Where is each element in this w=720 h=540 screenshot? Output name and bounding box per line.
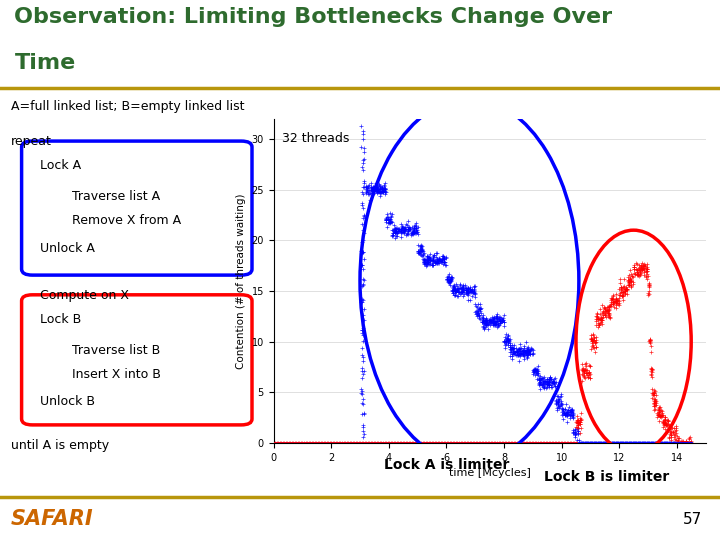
FancyBboxPatch shape (22, 141, 252, 275)
Text: Traverse list A: Traverse list A (40, 191, 160, 204)
X-axis label: time [Mcycles]: time [Mcycles] (449, 468, 531, 478)
Text: Time: Time (14, 53, 76, 73)
Text: repeat: repeat (11, 135, 52, 148)
Text: Traverse list B: Traverse list B (40, 344, 160, 357)
Text: Lock A: Lock A (40, 159, 81, 172)
FancyBboxPatch shape (22, 295, 252, 425)
Text: Remove X from A: Remove X from A (40, 214, 181, 227)
Text: Lock B: Lock B (40, 313, 81, 326)
Text: until A is empty: until A is empty (11, 438, 109, 451)
Y-axis label: Contention (# of threads waiting): Contention (# of threads waiting) (236, 193, 246, 368)
Text: Lock A is limiter: Lock A is limiter (384, 458, 509, 472)
Text: Lock B is limiter: Lock B is limiter (544, 470, 670, 484)
Text: Unlock A: Unlock A (40, 241, 94, 254)
Text: A=full linked list; B=empty linked list: A=full linked list; B=empty linked list (11, 100, 244, 113)
Text: Observation: Limiting Bottlenecks Change Over: Observation: Limiting Bottlenecks Change… (14, 8, 613, 28)
Text: SAFARI: SAFARI (11, 509, 94, 530)
Text: Compute on X: Compute on X (40, 289, 129, 302)
Text: 57: 57 (683, 512, 702, 527)
Text: Insert X into B: Insert X into B (40, 368, 161, 381)
Text: Unlock B: Unlock B (40, 395, 94, 408)
Text: 32 threads: 32 threads (282, 132, 350, 145)
